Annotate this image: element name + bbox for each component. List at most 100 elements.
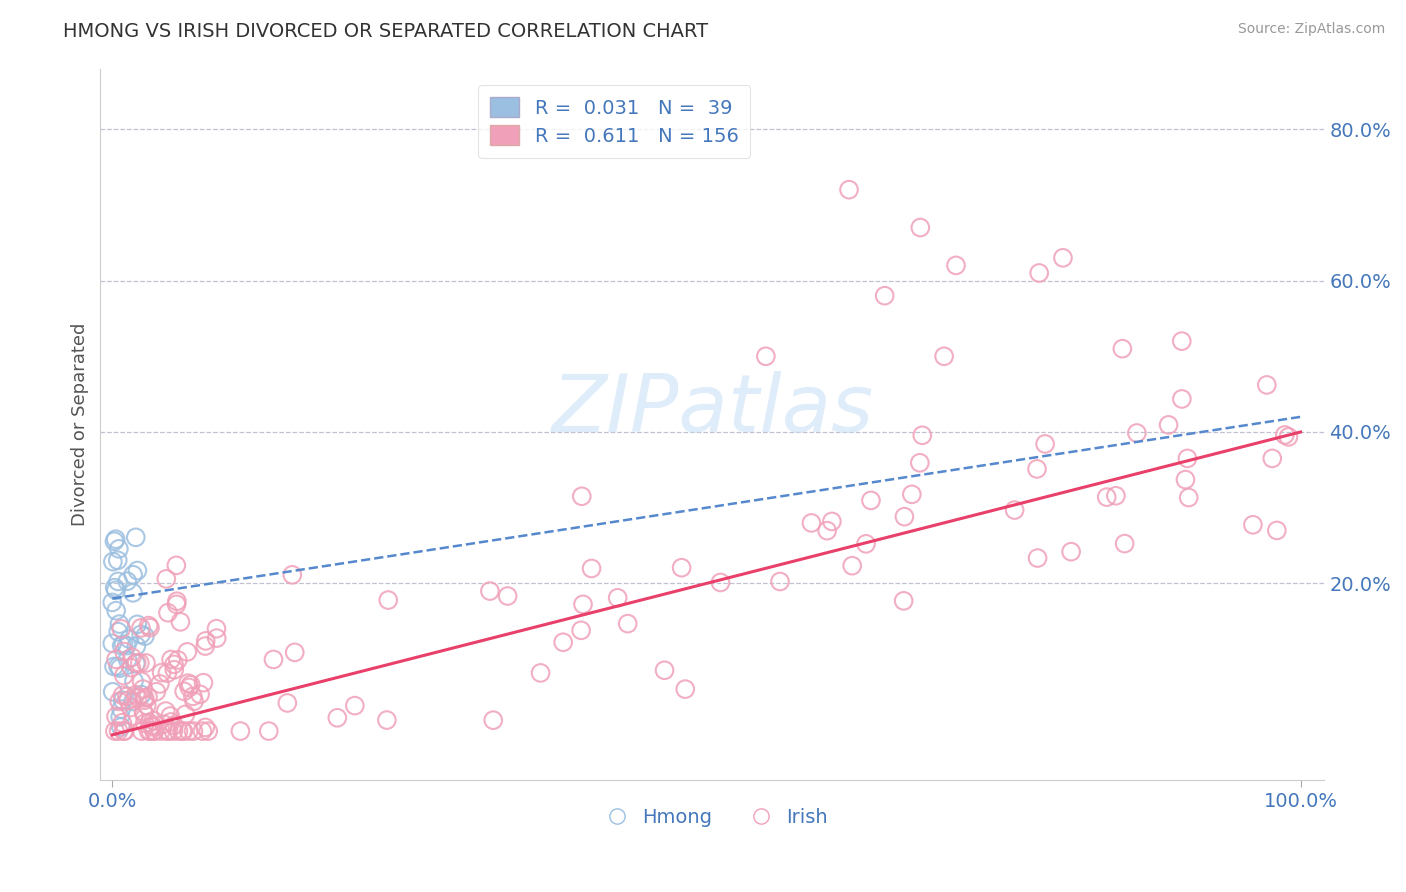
Point: [128, 656, 150, 670]
Point: [755, 349, 778, 363]
Point: [163, 663, 186, 677]
Point: [169, 615, 191, 629]
Point: [1052, 251, 1074, 265]
Point: [156, 666, 179, 681]
Point: [529, 665, 551, 680]
Point: [101, 636, 124, 650]
Point: [134, 693, 156, 707]
Point: [142, 714, 165, 728]
Point: [1171, 334, 1194, 348]
Point: [572, 598, 595, 612]
Point: [129, 627, 152, 641]
Point: [141, 718, 163, 732]
Point: [108, 710, 131, 724]
Point: [150, 665, 173, 680]
Point: [112, 637, 135, 651]
Point: [139, 621, 162, 635]
Point: [117, 693, 139, 707]
Point: [193, 675, 215, 690]
Point: [101, 595, 124, 609]
Point: [205, 622, 228, 636]
Point: [1026, 551, 1049, 566]
Point: [142, 720, 165, 734]
Point: [163, 718, 186, 732]
Point: [769, 574, 792, 589]
Point: [139, 724, 162, 739]
Point: [103, 659, 125, 673]
Point: [1171, 392, 1194, 406]
Point: [135, 698, 157, 713]
Point: [104, 532, 127, 546]
Point: [108, 661, 131, 675]
Point: [135, 656, 157, 670]
Point: [262, 652, 284, 666]
Point: [194, 720, 217, 734]
Point: [1004, 503, 1026, 517]
Point: [673, 682, 696, 697]
Point: [160, 714, 183, 729]
Point: [105, 652, 128, 666]
Point: [654, 663, 676, 677]
Point: [375, 713, 398, 727]
Point: [107, 659, 129, 673]
Point: [197, 724, 219, 739]
Point: [821, 515, 844, 529]
Point: [194, 634, 217, 648]
Point: [111, 715, 134, 730]
Point: [257, 724, 280, 739]
Point: [569, 624, 592, 638]
Point: [122, 586, 145, 600]
Point: [482, 713, 505, 727]
Point: [110, 702, 132, 716]
Point: [873, 288, 896, 302]
Point: [478, 584, 501, 599]
Point: [911, 428, 934, 442]
Point: [496, 589, 519, 603]
Point: [1105, 489, 1128, 503]
Point: [932, 349, 955, 363]
Point: [616, 616, 638, 631]
Legend: Hmong, Irish: Hmong, Irish: [589, 800, 835, 835]
Point: [606, 591, 628, 605]
Point: [166, 597, 188, 611]
Point: [107, 574, 129, 589]
Point: [156, 606, 179, 620]
Point: [114, 724, 136, 739]
Point: [162, 724, 184, 739]
Point: [122, 673, 145, 688]
Point: [125, 530, 148, 544]
Point: [112, 724, 135, 739]
Point: [1033, 437, 1056, 451]
Point: [1026, 462, 1049, 476]
Point: [138, 715, 160, 730]
Point: [108, 694, 131, 708]
Point: [115, 574, 138, 589]
Point: [103, 534, 125, 549]
Text: HMONG VS IRISH DIVORCED OR SEPARATED CORRELATION CHART: HMONG VS IRISH DIVORCED OR SEPARATED COR…: [63, 22, 709, 41]
Point: [112, 644, 135, 658]
Point: [131, 674, 153, 689]
Point: [155, 704, 177, 718]
Point: [183, 724, 205, 739]
Point: [1256, 378, 1278, 392]
Point: [125, 657, 148, 671]
Point: [180, 678, 202, 692]
Point: [174, 707, 197, 722]
Point: [179, 681, 201, 695]
Point: [127, 564, 149, 578]
Point: [107, 553, 129, 567]
Point: [129, 621, 152, 635]
Point: [134, 690, 156, 705]
Point: [343, 698, 366, 713]
Point: [671, 560, 693, 574]
Point: [125, 688, 148, 702]
Point: [157, 724, 180, 739]
Point: [111, 639, 134, 653]
Point: [112, 668, 135, 682]
Point: [127, 617, 149, 632]
Point: [132, 707, 155, 722]
Point: [131, 724, 153, 739]
Point: [284, 645, 307, 659]
Point: [205, 631, 228, 645]
Point: [709, 575, 731, 590]
